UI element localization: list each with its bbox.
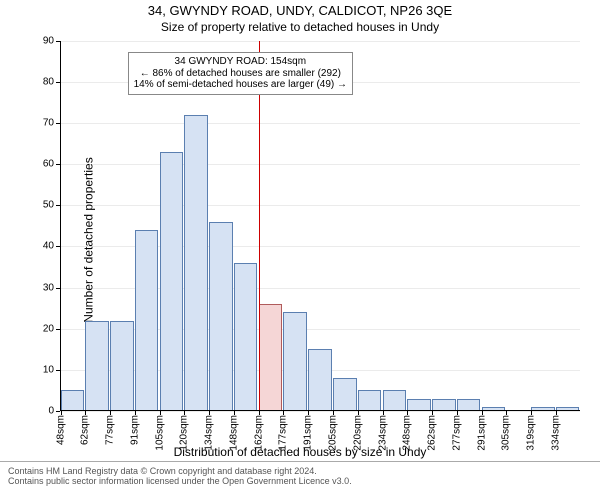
y-tick-label: 30 <box>43 282 54 293</box>
y-tick-label: 10 <box>43 364 54 375</box>
x-tick-label: 205sqm <box>328 415 339 451</box>
gridline <box>60 164 580 165</box>
histogram-bar <box>61 390 85 411</box>
x-tick-label: 220sqm <box>352 415 363 451</box>
x-tick-label: 91sqm <box>129 415 140 445</box>
x-tick-label: 305sqm <box>501 415 512 451</box>
histogram-bar <box>283 312 307 411</box>
x-tick-label: 248sqm <box>402 415 413 451</box>
histogram-bar <box>259 304 283 411</box>
x-tick-label: 177sqm <box>278 415 289 451</box>
x-tick-label: 162sqm <box>253 415 264 451</box>
histogram-bar <box>308 349 332 411</box>
y-axis-line <box>60 41 61 411</box>
y-tick-mark <box>56 411 60 412</box>
x-tick-label: 319sqm <box>526 415 537 451</box>
x-tick-label: 334sqm <box>550 415 561 451</box>
gridline <box>60 411 580 412</box>
x-tick-label: 262sqm <box>427 415 438 451</box>
annotation-line-2: ← 86% of detached houses are smaller (29… <box>134 68 347 80</box>
plot-area: 010203040506070809048sqm62sqm77sqm91sqm1… <box>60 41 580 411</box>
x-tick-label: 120sqm <box>179 415 190 451</box>
histogram-bar <box>160 152 184 411</box>
histogram-bar <box>383 390 407 411</box>
page-title: 34, GWYNDY ROAD, UNDY, CALDICOT, NP26 3Q… <box>0 0 600 19</box>
x-tick-label: 77sqm <box>105 415 116 445</box>
x-tick-label: 148sqm <box>228 415 239 451</box>
histogram-bar <box>234 263 258 411</box>
y-tick-label: 20 <box>43 323 54 334</box>
histogram-bar <box>333 378 357 411</box>
x-tick-label: 277sqm <box>451 415 462 451</box>
x-tick-label: 62sqm <box>80 415 91 445</box>
y-tick-label: 50 <box>43 200 54 211</box>
y-tick-label: 60 <box>43 159 54 170</box>
x-axis-line <box>60 410 580 411</box>
footer-line-2: Contains public sector information licen… <box>8 476 592 486</box>
annotation-box: 34 GWYNDY ROAD: 154sqm← 86% of detached … <box>128 52 353 95</box>
y-tick-label: 80 <box>43 77 54 88</box>
x-tick-label: 234sqm <box>377 415 388 451</box>
x-tick-label: 48sqm <box>55 415 66 445</box>
histogram-bar <box>110 321 134 411</box>
x-tick-label: 291sqm <box>476 415 487 451</box>
histogram-bar <box>209 222 233 411</box>
annotation-line-3: 14% of semi-detached houses are larger (… <box>134 79 347 91</box>
y-tick-label: 90 <box>43 35 54 46</box>
gridline <box>60 205 580 206</box>
annotation-line-1: 34 GWYNDY ROAD: 154sqm <box>134 56 347 68</box>
histogram-bar <box>358 390 382 411</box>
x-tick-label: 191sqm <box>303 415 314 451</box>
histogram-bar <box>85 321 109 411</box>
reference-line <box>259 41 260 411</box>
y-tick-label: 0 <box>48 405 54 416</box>
y-tick-label: 40 <box>43 241 54 252</box>
chart-container: Number of detached properties 0102030405… <box>0 35 600 445</box>
page-subtitle: Size of property relative to detached ho… <box>0 19 600 35</box>
y-tick-label: 70 <box>43 118 54 129</box>
footer-line-1: Contains HM Land Registry data © Crown c… <box>8 466 592 476</box>
x-tick-label: 105sqm <box>154 415 165 451</box>
gridline <box>60 123 580 124</box>
gridline <box>60 41 580 42</box>
x-tick-label: 134sqm <box>204 415 215 451</box>
histogram-bar <box>135 230 159 411</box>
footer: Contains HM Land Registry data © Crown c… <box>0 461 600 487</box>
histogram-bar <box>184 115 208 411</box>
